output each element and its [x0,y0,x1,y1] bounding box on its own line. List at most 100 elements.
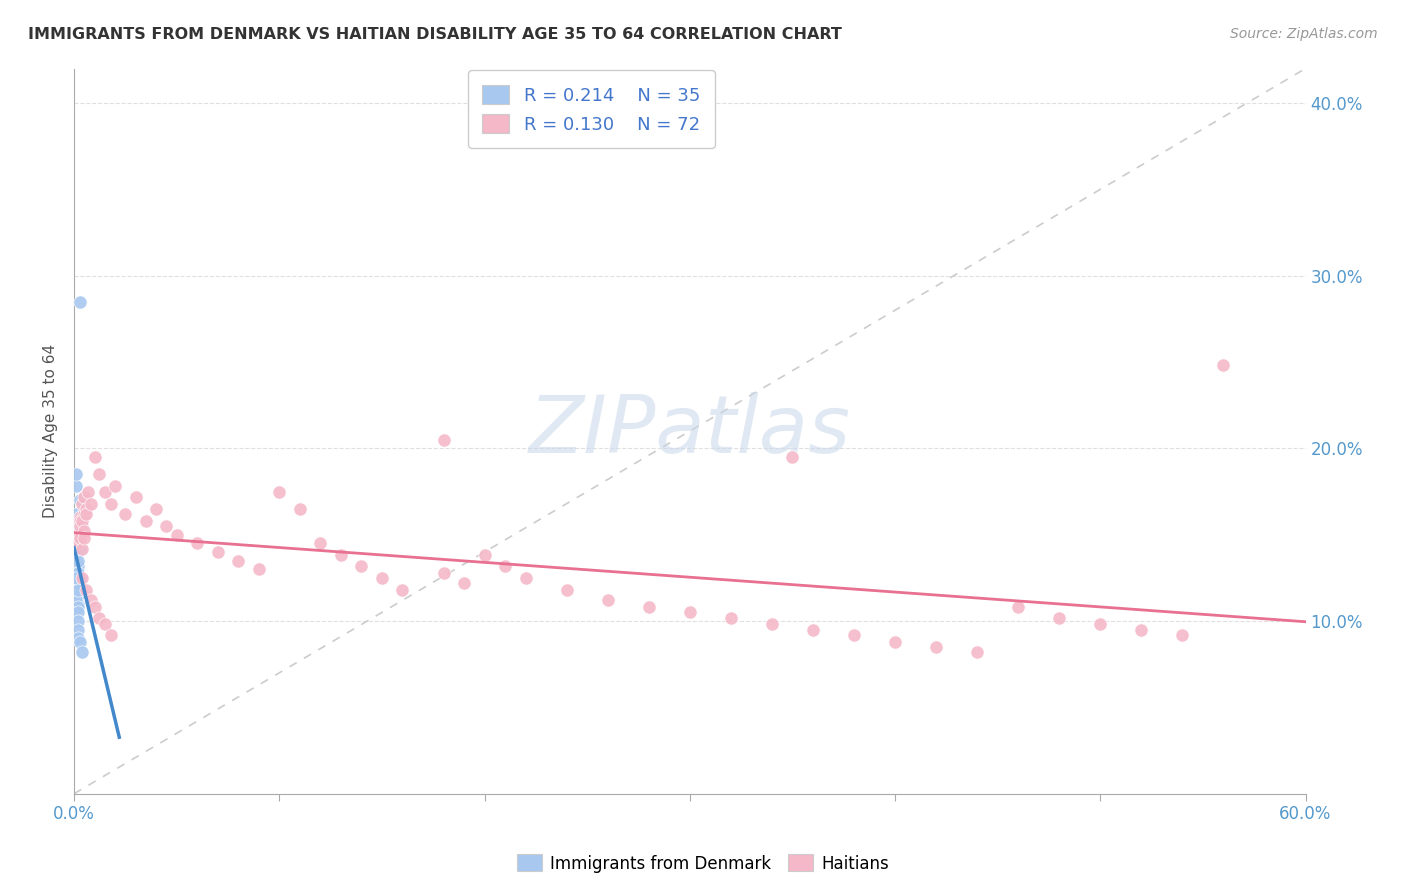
Point [65,576,87,591]
Point [72,514,94,528]
Text: IMMIGRANTS FROM DENMARK VS HAITIAN DISABILITY AGE 35 TO 64 CORRELATION CHART: IMMIGRANTS FROM DENMARK VS HAITIAN DISAB… [28,27,842,42]
Point [207,545,229,559]
Legend: R = 0.214    N = 35, R = 0.130    N = 72: R = 0.214 N = 35, R = 0.130 N = 72 [468,70,714,148]
Point [67,558,90,573]
Point [83,600,105,615]
Point [65,527,87,541]
Point [453,576,475,591]
Point [72,645,94,659]
Point [73,507,96,521]
Point [494,558,516,573]
Point [67,531,90,545]
Text: Source: ZipAtlas.com: Source: ZipAtlas.com [1230,27,1378,41]
Point [226,553,249,567]
Point [65,467,87,482]
Point [288,501,311,516]
Point [72,497,94,511]
Point [69,514,91,528]
Point [69,510,91,524]
Point [75,507,97,521]
Point [247,562,270,576]
Point [79,593,101,607]
Point [515,571,537,585]
Point [67,606,90,620]
Point [73,531,96,545]
Point [67,553,90,567]
Point [145,501,167,516]
Point [69,571,91,585]
Point [87,467,110,482]
Point [100,497,122,511]
Point [69,634,91,648]
Point [67,562,90,576]
Point [124,490,146,504]
Point [67,566,90,580]
Y-axis label: Disability Age 35 to 64: Disability Age 35 to 64 [44,344,58,518]
Point [65,507,87,521]
Point [1090,617,1112,632]
Point [67,588,90,602]
Point [72,519,94,533]
Point [83,450,105,464]
Point [679,606,702,620]
Point [94,617,117,632]
Point [79,497,101,511]
Point [67,527,90,541]
Point [69,582,91,597]
Point [67,600,90,615]
Point [67,582,90,597]
Point [596,593,619,607]
Point [77,484,100,499]
Point [555,582,578,597]
Point [65,519,87,533]
Point [155,519,177,533]
Point [73,524,96,539]
Point [782,450,804,464]
Point [69,519,91,533]
Point [1007,600,1029,615]
Point [69,294,91,309]
Point [67,545,90,559]
Point [65,571,87,585]
Point [925,640,948,654]
Point [329,549,352,563]
Point [67,536,90,550]
Point [65,536,87,550]
Point [720,610,742,624]
Point [114,507,136,521]
Point [73,490,96,504]
Point [1047,610,1070,624]
Point [75,501,97,516]
Point [67,566,90,580]
Point [67,623,90,637]
Point [67,614,90,628]
Point [69,531,91,545]
Point [75,582,97,597]
Point [94,484,117,499]
Point [761,617,783,632]
Point [269,484,291,499]
Text: ZIPatlas: ZIPatlas [529,392,851,470]
Point [65,579,87,593]
Point [391,582,413,597]
Point [65,536,87,550]
Point [350,558,373,573]
Point [309,536,332,550]
Point [801,623,824,637]
Point [432,433,454,447]
Point [67,597,90,611]
Point [65,541,87,556]
Point [135,514,157,528]
Point [1171,628,1194,642]
Point [104,479,127,493]
Point [67,632,90,646]
Point [67,531,90,545]
Point [474,549,496,563]
Legend: Immigrants from Denmark, Haitians: Immigrants from Denmark, Haitians [510,847,896,880]
Point [637,600,659,615]
Point [100,628,122,642]
Point [87,610,110,624]
Point [65,479,87,493]
Point [842,628,865,642]
Point [186,536,208,550]
